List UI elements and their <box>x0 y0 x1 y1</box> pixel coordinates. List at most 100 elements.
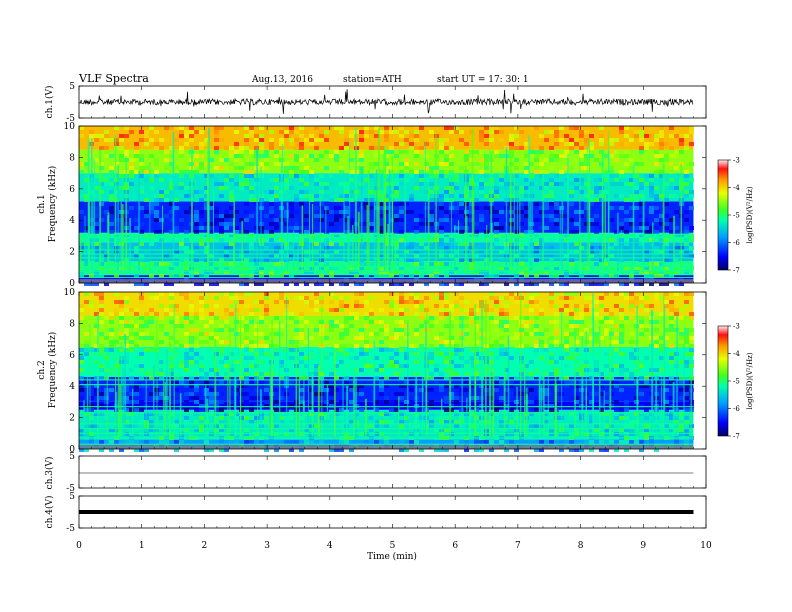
ch2-spectrogram-cell <box>399 320 404 324</box>
ch2-spectrogram-cell <box>274 320 279 324</box>
ch2-spectrogram-cell <box>344 296 349 300</box>
ch2-spectrogram-cell <box>679 344 684 348</box>
ch1-spectrogram-cell <box>554 262 559 266</box>
ch2-spectrogram-cell <box>554 360 559 364</box>
ch1-spectrogram-cell <box>604 274 609 278</box>
ch2-spectrogram-cell <box>169 344 174 348</box>
ch2-spectrogram-cell <box>244 320 249 324</box>
ch1-spectrogram-cell <box>599 246 604 250</box>
ch1-spectrogram-cell <box>519 270 524 274</box>
ch1-spectrogram-cell <box>194 130 199 134</box>
ch1-spectrogram-cell <box>269 178 274 182</box>
ch1-spectrogram-cell <box>114 242 119 246</box>
ch2-spectrogram-cell <box>139 448 144 452</box>
ch2-spectrogram-cell <box>334 296 339 300</box>
ch1-spectrogram-cell <box>459 194 464 198</box>
ch2-spectrogram-cell <box>369 308 374 312</box>
ch1-waveform-frame <box>78 85 707 119</box>
ch1-spectrogram-cell <box>469 246 474 250</box>
ch1-spectrogram-cell <box>199 130 204 134</box>
ch1-spectrogram-cell <box>144 142 149 146</box>
ch1-spectrogram-cell <box>329 242 334 246</box>
ch1-spectrogram-cell <box>649 174 654 178</box>
ch1-spectrogram-cell <box>199 282 204 286</box>
ch2-spectrogram-cell <box>179 380 184 384</box>
ch1-spectrogram-cell <box>394 230 399 234</box>
ch1-spectrogram-cell <box>414 250 419 254</box>
ch2-spectrogram-cell <box>439 364 444 368</box>
ch2-spectrogram-cell <box>304 320 309 324</box>
ch1-spectrogram-cell <box>389 194 394 198</box>
ch2-spectrogram-cell <box>489 296 494 300</box>
ch2-spectrogram-cell <box>304 440 309 444</box>
ch2-spectrogram-cell <box>324 312 329 316</box>
ch2-spectrogram-cell <box>159 376 164 380</box>
ch1-spectrogram-cell <box>424 246 429 250</box>
ch1-spectrogram-cell <box>214 146 219 150</box>
ch1-spectrogram-cell <box>449 174 454 178</box>
ch1-spectrogram-cell <box>524 154 529 158</box>
ch1-spectrogram-cell <box>319 206 324 210</box>
ch2-spectrogram-cell <box>249 312 254 316</box>
ch1-spectrogram-cell <box>534 178 539 182</box>
ch2-spectrogram-cell <box>109 348 114 352</box>
ch2-spectrogram-cell <box>349 312 354 316</box>
ch1-spectrogram-cell <box>179 274 184 278</box>
ch2-spectrogram-cell <box>224 316 229 320</box>
ch2-spectrogram-cell <box>549 332 554 336</box>
ch1-spectrogram-cell <box>389 166 394 170</box>
ch1-spectrogram-cell <box>334 158 339 162</box>
ch1-spectrogram-ytick-label: 4 <box>69 216 75 226</box>
ch2-spectrogram-cell <box>569 296 574 300</box>
ch2-spectrogram-cell <box>359 432 364 436</box>
ch1-spectrogram-cell <box>664 158 669 162</box>
ch2-spectrogram-cell <box>429 400 434 404</box>
ch1-spectrogram-cell <box>544 266 549 270</box>
ch2-spectrogram-cell <box>454 344 459 348</box>
ch1-spectrogram-cell <box>329 274 334 278</box>
ch1-spectrogram-cell <box>404 202 409 206</box>
ch1-spectrogram-cell <box>169 166 174 170</box>
ch1-spectrogram-cell <box>139 138 144 142</box>
ch2-spectrogram-cell <box>164 312 169 316</box>
ch1-spectrogram-cell <box>124 150 129 154</box>
ch1-spectrogram-cell <box>664 202 669 206</box>
ch1-spectrogram-cell <box>239 274 244 278</box>
ch1-spectrogram-cell <box>454 142 459 146</box>
ch1-spectrogram-cell <box>469 198 474 202</box>
ch1-spectrogram-cell <box>94 242 99 246</box>
ch1-spectrogram-cell <box>139 262 144 266</box>
ch2-spectrogram-cell <box>614 416 619 420</box>
ch2-spectrogram-cell <box>399 376 404 380</box>
ch2-spectrogram-cell <box>109 424 114 428</box>
ch2-spectrogram-cell <box>159 292 164 296</box>
ch2-spectrogram-cell <box>154 428 159 432</box>
ch1-spectrogram-cell <box>679 150 684 154</box>
ch2-spectrogram-cell <box>169 424 174 428</box>
ch1-spectrogram-cell <box>324 262 329 266</box>
ch1-spectrogram-cell <box>229 198 234 202</box>
ch2-spectrogram-cell <box>394 352 399 356</box>
ch1-spectrogram-cell <box>214 130 219 134</box>
ch2-spectrogram-cell <box>569 352 574 356</box>
ch2-spectrogram-cell <box>489 428 494 432</box>
ch1-spectrogram-cell <box>664 238 669 242</box>
ch1-spectrogram-cell <box>619 206 624 210</box>
ch1-spectrogram-cell <box>264 190 269 194</box>
ch2-spectrogram-cell <box>599 372 604 376</box>
ch1-spectrogram-cell <box>564 270 569 274</box>
ch2-spectrogram-sferic <box>119 384 122 437</box>
ch2-spectrogram-cell <box>234 368 239 372</box>
ch2-spectrogram-cell <box>99 376 104 380</box>
ch2-spectrogram-cell <box>524 376 529 380</box>
ch1-spectrogram-cell <box>604 266 609 270</box>
ch1-spectrogram-cell <box>524 178 529 182</box>
ch1-spectrogram-cell <box>514 126 519 130</box>
ch2-spectrogram-sferic <box>524 362 526 437</box>
ch2-spectrogram-cell <box>544 384 549 388</box>
ch1-spectrogram-cell <box>159 150 164 154</box>
ch2-spectrogram-cell <box>589 348 594 352</box>
ch2-spectrogram-cell <box>569 348 574 352</box>
ch2-spectrogram-cell <box>604 336 609 340</box>
ch1-spectrogram-cell <box>404 178 409 182</box>
